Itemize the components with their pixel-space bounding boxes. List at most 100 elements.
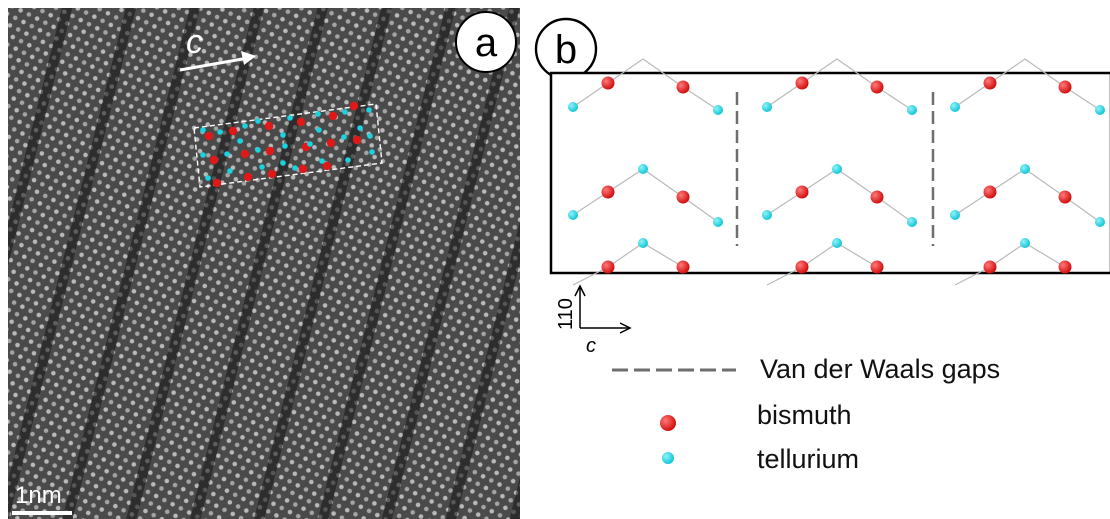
bond-line — [801, 242, 838, 268]
bismuth-atom — [795, 185, 809, 199]
overlay-tellurium-atom — [307, 141, 313, 147]
overlay-tellurium-atom — [227, 168, 233, 174]
bond-line — [801, 168, 838, 193]
structure-gaps — [735, 92, 935, 246]
bond-line — [642, 242, 684, 268]
legend-gaps-label: Van der Waals gaps — [760, 354, 1000, 384]
tellurium-atom — [832, 238, 842, 248]
structure-bonds — [572, 58, 1101, 286]
bond-line — [607, 58, 644, 84]
unit-cell-box — [193, 103, 383, 188]
bond-line — [1064, 196, 1101, 223]
bond-line — [989, 242, 1026, 268]
bismuth-atom — [601, 76, 615, 90]
bismuth-atom — [983, 260, 997, 274]
overlay-bismuth-atom — [212, 178, 222, 188]
bond-line — [642, 168, 684, 198]
tellurium-atom — [568, 102, 578, 112]
bond-line — [836, 168, 878, 198]
bond-line — [766, 82, 803, 108]
bond-line — [642, 58, 684, 88]
tellurium-atom — [907, 217, 917, 227]
micrograph-layer-stripes — [8, 8, 520, 519]
overlay-tellurium-atom — [217, 129, 223, 135]
bond-line — [989, 168, 1026, 193]
tellurium-atom — [1020, 164, 1030, 174]
panel-label-a-circle — [455, 11, 517, 73]
tellurium-atom — [1020, 238, 1030, 248]
axis-label-c: c — [586, 335, 596, 357]
overlay-bismuth-atom — [322, 161, 332, 171]
tellurium-atom — [950, 210, 960, 220]
bismuth-atom — [870, 190, 884, 204]
tellurium-atom — [1095, 217, 1105, 227]
bond-line — [766, 266, 803, 286]
bond-line — [876, 86, 913, 111]
bond-line — [607, 242, 644, 268]
tellurium-atom — [762, 210, 772, 220]
overlay-tellurium-atom — [315, 111, 321, 117]
overlay-bismuth-atom — [240, 149, 250, 159]
overlay-bismuth-atom — [298, 164, 308, 174]
legend-tellurium-label: tellurium — [757, 444, 859, 474]
overlay-tellurium-atom — [366, 107, 372, 113]
overlay-tellurium-atom — [280, 132, 286, 138]
scale-bar — [12, 511, 72, 515]
overlay-tellurium-atom — [357, 125, 363, 131]
direction-label-c: c — [186, 23, 203, 61]
overlay-tellurium-atom — [319, 158, 325, 164]
overlay-bismuth-atom — [265, 146, 275, 156]
overlay-tellurium-atom — [280, 160, 286, 166]
overlay-tellurium-atom — [237, 138, 243, 144]
bond-line — [954, 266, 991, 286]
tellurium-atom — [832, 164, 842, 174]
bismuth-atom — [676, 80, 690, 94]
overlay-bismuth-atom — [296, 117, 306, 127]
legend: Van der Waals gaps bismuth tellurium — [612, 354, 1000, 474]
bismuth-atom — [676, 190, 690, 204]
bond-line — [989, 58, 1026, 84]
overlay-tellurium-atom — [255, 147, 261, 153]
bismuth-atom — [1058, 80, 1072, 94]
bond-line — [1024, 242, 1066, 268]
bond-line — [1024, 168, 1066, 198]
tellurium-atom — [713, 105, 723, 115]
bond-line — [682, 196, 719, 223]
bond-line — [801, 58, 838, 84]
overlay-tellurium-atom — [369, 149, 375, 155]
tellurium-atom — [950, 102, 960, 112]
tellurium-atom — [638, 164, 648, 174]
bond-line — [954, 82, 991, 108]
bond-line — [876, 196, 913, 223]
bismuth-atom — [870, 260, 884, 274]
overlay-bismuth-atom — [326, 138, 336, 148]
bond-line — [572, 266, 609, 286]
legend-bismuth-swatch — [660, 415, 676, 431]
tellurium-atom — [762, 102, 772, 112]
overlay-tellurium-atom — [282, 143, 288, 149]
bond-line — [836, 58, 878, 88]
bismuth-atom — [795, 260, 809, 274]
overlay-bismuth-atom — [349, 101, 359, 111]
bond-line — [836, 242, 878, 268]
scale-bar-label: 1nm — [15, 482, 62, 509]
bismuth-atom — [601, 185, 615, 199]
bond-line — [572, 191, 609, 216]
bismuth-atom — [601, 260, 615, 274]
legend-tellurium-swatch — [662, 452, 674, 464]
overlay-tellurium-atom — [292, 165, 298, 171]
bond-line — [766, 191, 803, 216]
bond-line — [682, 86, 719, 111]
panel-b: b 110 c Van der Waals gaps bismuth tellu… — [534, 17, 1110, 474]
tellurium-atom — [568, 210, 578, 220]
overlay-tellurium-atom — [200, 127, 206, 133]
bismuth-atom — [1058, 190, 1072, 204]
tellurium-atom — [907, 105, 917, 115]
bismuth-atom — [795, 76, 809, 90]
overlay-tellurium-atom — [287, 115, 293, 121]
panel-a: c a 1nm — [8, 8, 520, 519]
bond-line — [607, 168, 644, 193]
overlay-tellurium-atom — [341, 134, 347, 140]
overlay-tellurium-atom — [255, 118, 261, 124]
tellurium-atom — [638, 238, 648, 248]
